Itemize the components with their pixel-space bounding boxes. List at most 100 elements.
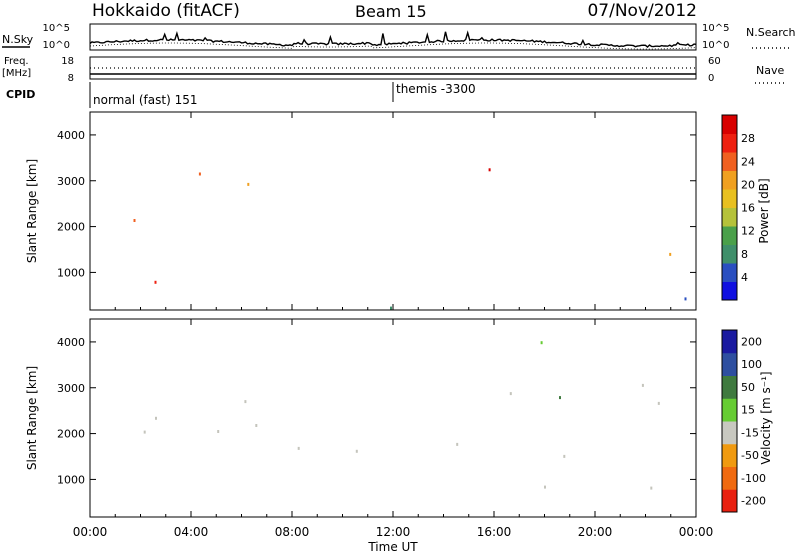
noise-sky-line bbox=[89, 30, 697, 48]
colorbar-tick-label: -50 bbox=[741, 449, 759, 462]
echo-cell bbox=[509, 392, 512, 396]
noise-tick-high-right: 10^5 bbox=[702, 23, 729, 34]
cpid-strip: CPID normal (fast) 151 themis -3300 bbox=[6, 82, 476, 108]
echo-cell bbox=[650, 486, 653, 490]
colorbar-segment bbox=[722, 244, 737, 264]
nave-tick-low: 0 bbox=[708, 73, 714, 84]
colorbar-segment bbox=[722, 443, 737, 467]
x-tick-label: 16:00 bbox=[477, 525, 512, 539]
echo-cell bbox=[247, 182, 250, 186]
colorbar-segment bbox=[722, 226, 737, 245]
nsky-label: N.Sky bbox=[2, 33, 34, 46]
y-tick-label: 3000 bbox=[57, 382, 85, 395]
echo-cell bbox=[154, 280, 157, 284]
cpid-segment-1: normal (fast) 151 bbox=[93, 93, 197, 107]
colorbar-tick-label: 100 bbox=[741, 358, 762, 371]
echo-cell bbox=[355, 449, 358, 453]
colorbar-segment bbox=[722, 421, 737, 445]
colorbar-segment bbox=[722, 189, 737, 208]
colorbar-tick-label: 28 bbox=[741, 132, 755, 145]
x-axis: 00:00 04:00 08:00 12:00 16:00 20:00 00:00 bbox=[73, 112, 713, 539]
noise-tick-low-left: 10^0 bbox=[43, 40, 70, 51]
x-axis-label: Time UT bbox=[367, 540, 418, 554]
echo-cell bbox=[563, 454, 566, 458]
colorbar-segment bbox=[722, 207, 737, 227]
colorbar-tick-label: -15 bbox=[741, 426, 759, 439]
power-colorbar-label: Power [dB] bbox=[757, 178, 771, 243]
nave-label: Nave bbox=[756, 64, 784, 77]
colorbar-tick-label: 20 bbox=[741, 178, 755, 191]
x-tick-label: 20:00 bbox=[578, 525, 613, 539]
echo-cell bbox=[544, 485, 546, 489]
echo-cell bbox=[540, 341, 543, 345]
freq-unit: [MHz] bbox=[2, 68, 31, 79]
y-tick-label: 1000 bbox=[57, 266, 85, 279]
radar-title: Hokkaido (fitACF) bbox=[92, 1, 240, 21]
velocity-colorbar-label: Velocity [m s⁻¹] bbox=[759, 371, 773, 464]
noise-frame bbox=[89, 23, 697, 51]
colorbar-tick-label: 15 bbox=[741, 404, 755, 417]
colorbar-frame bbox=[721, 114, 738, 301]
echo-cell bbox=[198, 172, 201, 176]
noise-search-line bbox=[89, 42, 697, 50]
echo-cell bbox=[684, 297, 687, 301]
colorbar-tick-label: 50 bbox=[741, 381, 755, 394]
x-tick-label: 04:00 bbox=[174, 525, 209, 539]
colorbar-segment bbox=[722, 152, 737, 171]
cpid-label: CPID bbox=[6, 88, 35, 101]
power-echoes bbox=[133, 168, 687, 310]
noise-strip: N.Sky 10^5 10^0 10^5 10^0 N.Search bbox=[2, 23, 796, 51]
colorbar-segment bbox=[722, 115, 737, 134]
colorbar-segment bbox=[722, 330, 737, 354]
y-tick-label: 1000 bbox=[57, 473, 85, 486]
nave-tick-high: 60 bbox=[708, 56, 721, 67]
velocity-colorbar: 200 100 50 15 -15 -50 -100 -200 bbox=[721, 329, 766, 513]
echo-cell bbox=[155, 416, 157, 420]
noise-tick-high-left: 10^5 bbox=[43, 23, 70, 34]
echo-cell bbox=[669, 252, 672, 256]
freq-tick-low: 8 bbox=[68, 73, 74, 84]
colorbar-tick-label: 200 bbox=[741, 335, 762, 348]
y-tick-label: 4000 bbox=[57, 336, 85, 349]
colorbar-segment bbox=[722, 281, 737, 301]
power-colorbar: 4 8 12 16 20 24 28 bbox=[721, 114, 755, 301]
velocity-ylabel: Slant Range [km] bbox=[25, 366, 39, 470]
echo-cell bbox=[143, 430, 146, 434]
velocity-frame bbox=[89, 318, 697, 518]
colorbar-tick-label: 24 bbox=[741, 155, 755, 168]
date-label: 07/Nov/2012 bbox=[587, 1, 697, 21]
power-panel: 1000 2000 3000 4000 Slant Range [km] bbox=[25, 111, 697, 311]
velocity-panel: 1000 2000 3000 4000 Slant Range [km] bbox=[25, 318, 697, 518]
x-tick-label: 00:00 bbox=[73, 525, 108, 539]
echo-cell bbox=[244, 400, 247, 404]
echo-cell bbox=[641, 383, 644, 387]
colorbar-segment bbox=[722, 352, 737, 376]
freq-label: Freq. bbox=[4, 56, 29, 67]
colorbar-segment bbox=[722, 489, 737, 513]
colorbar-segment bbox=[722, 263, 737, 282]
echo-cell bbox=[559, 396, 561, 400]
colorbar-tick-label: -200 bbox=[741, 495, 766, 508]
velocity-y-axis: 1000 2000 3000 4000 bbox=[57, 336, 696, 486]
freq-frame bbox=[89, 56, 697, 80]
y-tick-label: 2000 bbox=[57, 428, 85, 441]
x-tick-label: 08:00 bbox=[275, 525, 310, 539]
y-tick-label: 2000 bbox=[57, 221, 85, 234]
echo-cell bbox=[657, 401, 660, 405]
power-frame bbox=[89, 111, 697, 311]
colorbar-tick-label: -100 bbox=[741, 472, 766, 485]
y-tick-label: 3000 bbox=[57, 175, 85, 188]
colorbar-tick-label: 12 bbox=[741, 225, 755, 238]
colorbar-tick-label: 8 bbox=[741, 248, 748, 261]
x-tick-label: 12:00 bbox=[376, 525, 411, 539]
echo-cell bbox=[390, 306, 392, 310]
power-ylabel: Slant Range [km] bbox=[25, 159, 39, 263]
echo-cell bbox=[255, 424, 258, 427]
noise-tick-low-right: 10^0 bbox=[702, 40, 729, 51]
echo-cell bbox=[297, 446, 300, 450]
freq-strip: Freq. [MHz] 18 8 60 0 Nave bbox=[2, 56, 785, 84]
colorbar-segment bbox=[722, 133, 737, 153]
echo-cell bbox=[456, 442, 459, 446]
freq-tick-high: 18 bbox=[61, 56, 74, 67]
y-tick-label: 4000 bbox=[57, 129, 85, 142]
